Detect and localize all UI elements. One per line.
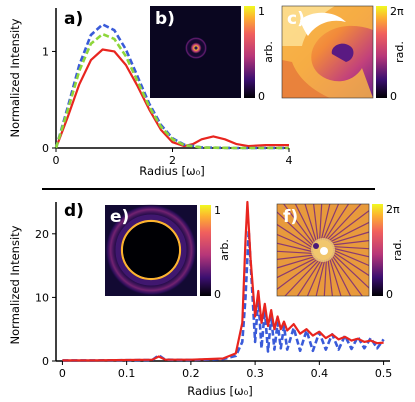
panel-c-cb-top: 2π — [390, 5, 404, 18]
panel-b-label: b) — [155, 9, 175, 29]
panel-f-phase-ray — [328, 257, 342, 296]
panel-f-phase-ray — [324, 204, 350, 241]
panel-d-ylabel: Normalized Intensity — [8, 225, 22, 344]
panel-f-phase-ray — [294, 204, 316, 244]
panel-f-phase-ray — [332, 251, 369, 277]
panel-b-cb-label: arb. — [262, 41, 275, 63]
panel-f-image: f) 2π 0 rad. — [276, 203, 404, 301]
panel-a-ytick-label-1: 1 — [42, 45, 49, 58]
panel-f-phase-ray — [327, 210, 369, 242]
panel-a-xtick-label-1: 2 — [169, 154, 176, 167]
panel-e-label: e) — [110, 207, 129, 227]
panel-f-cb-bottom: 0 — [386, 288, 393, 301]
panel-e-cb-bottom: 0 — [214, 288, 221, 301]
panel-a-label: a) — [64, 9, 83, 29]
panel-c-label: c) — [287, 9, 305, 29]
panel-b-cb-top: 1 — [258, 5, 265, 18]
panel-f-phase-ray — [332, 245, 369, 250]
panel-d-ytick-label-1: 10 — [35, 291, 49, 304]
panel-e-colorbar — [200, 205, 211, 296]
panel-a-ytick-label-0: 0 — [42, 142, 49, 155]
panel-d-series-line-0 — [62, 229, 385, 362]
panel-d-xtick-label-0: 0 — [59, 367, 66, 380]
panel-d-xtick-label-5: 0.5 — [375, 367, 393, 380]
panel-c-cb-label: rad. — [393, 41, 406, 63]
panel-a-xlabel: Radius [ω₀] — [139, 164, 204, 178]
panel-d-ytick-label-0: 0 — [42, 355, 49, 368]
panel-f-phase-ray — [277, 254, 315, 260]
panel-f-phase-ray — [313, 204, 319, 242]
panel-d-label: d) — [64, 201, 84, 221]
panel-c-colorbar — [376, 6, 387, 98]
panel-f-phase-ray — [323, 259, 328, 296]
panel-b-image: b) 1 0 arb. — [150, 5, 275, 103]
panel-c-cb-bottom: 0 — [390, 90, 397, 103]
panel-f-phase-ray — [277, 258, 319, 290]
panel-a-series-line-2 — [54, 32, 289, 150]
panel-f-phase-ray — [277, 233, 314, 251]
panel-f-phase-ray — [332, 247, 369, 258]
panel-f-label: f) — [283, 207, 298, 227]
panel-f-phase-ray — [306, 259, 324, 296]
panel-f-phase-ray — [325, 204, 362, 242]
panel-a-series-line-0 — [54, 48, 289, 149]
panel-d-xtick-label-4: 0.4 — [311, 367, 329, 380]
panel-d-xtick-label-2: 0.2 — [182, 367, 200, 380]
panel-f-phase-ray — [283, 204, 315, 246]
panel-f-phase-ray — [315, 259, 326, 296]
panel-f-colorbar — [372, 204, 383, 296]
panel-f-phase-ray — [331, 254, 363, 296]
panel-c-image: c) 2π 0 rad. — [281, 5, 406, 103]
panel-f-phase-ray — [332, 249, 369, 267]
panel-f-phase-ray — [320, 204, 331, 241]
panel-f-phase-ray — [330, 231, 369, 245]
panel-f-phase-ray — [277, 257, 317, 279]
panel-a-xtick-label-0: 0 — [53, 154, 60, 167]
panel-f-phase-ray — [296, 259, 322, 296]
panel-d-ytick-label-2: 20 — [35, 228, 49, 241]
panel-f-phase-ray — [284, 258, 321, 296]
panel-f-phase-ray — [327, 258, 333, 296]
panel-f-phase-ray — [277, 223, 314, 249]
panel-f-phase-ray — [329, 221, 369, 243]
panel-b-cb-bottom: 0 — [258, 90, 265, 103]
panel-f-phase-ray — [277, 242, 314, 253]
panel-e-image: e) 1 0 arb. — [105, 204, 231, 301]
panel-f-phase-ray — [304, 204, 318, 243]
panel-f-cb-label: rad. — [391, 239, 404, 261]
panel-f-cb-top: 2π — [386, 203, 400, 216]
panel-b-colorbar — [244, 6, 255, 98]
panel-d-xtick-label-1: 0.1 — [118, 367, 136, 380]
panel-f-phase-ray — [331, 252, 369, 289]
panel-f-phase-ray — [331, 240, 369, 246]
panel-e-cb-top: 1 — [214, 204, 221, 217]
panel-f-phase-ray — [277, 211, 315, 248]
panel-d-xlabel: Radius [ω₀] — [187, 384, 252, 398]
panel-a-xtick-label-2: 4 — [286, 154, 293, 167]
panel-f-phase-ray — [277, 255, 316, 269]
panel-f-phase-ray — [322, 204, 340, 241]
panel-d-series-line-1 — [62, 200, 384, 362]
panel-a-series-line-1 — [54, 23, 289, 150]
panel-a-ylabel: Normalized Intensity — [8, 18, 22, 137]
panel-f-phase-ray — [277, 250, 314, 255]
panel-f-phase-ray — [330, 256, 352, 296]
panel-e-cb-label: arb. — [218, 239, 231, 261]
panel-f-phase-ray — [318, 204, 323, 241]
panel-d-xtick-label-3: 0.3 — [246, 367, 264, 380]
